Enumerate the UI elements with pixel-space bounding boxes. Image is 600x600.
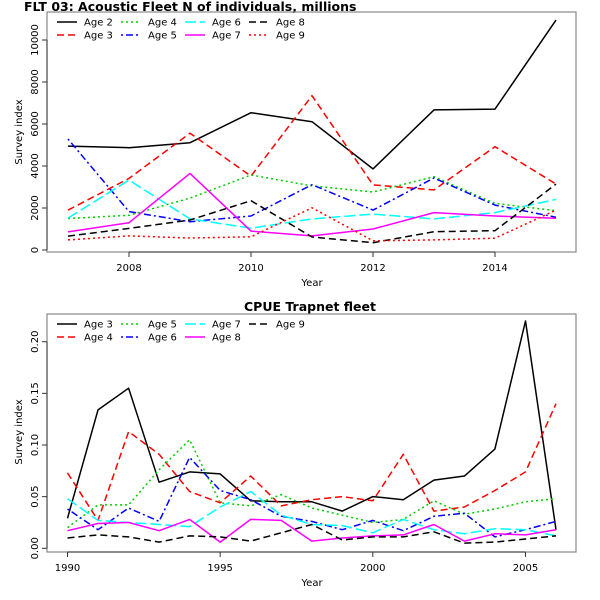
- legend-item: Age 5: [121, 31, 177, 42]
- legend-item: Age 4: [57, 333, 113, 344]
- acoustic-fleet-panel: FLT 03: Acoustic Fleet N of individuals,…: [14, 0, 577, 289]
- legend-item: Age 5: [121, 320, 177, 331]
- y-tick-label: 2000: [30, 195, 41, 220]
- y-axis: 0 2000 4000 6000 8000 10000: [30, 24, 48, 253]
- legend-item: Age 3: [57, 320, 113, 331]
- legend-label: Age 8: [276, 18, 305, 29]
- y-axis-label: Survey index: [14, 99, 25, 164]
- y-axis-label: Survey index: [14, 399, 25, 464]
- legend-item: Age 9: [249, 31, 305, 42]
- x-tick-label: 2000: [360, 563, 385, 574]
- legend-label: Age 7: [212, 31, 241, 42]
- y-tick-label: 0.20: [30, 331, 41, 353]
- legend-label: Age 9: [276, 320, 305, 331]
- legend-item: Age 8: [249, 18, 305, 29]
- y-axis: 0.00 0.05 0.10 0.15 0.20: [30, 331, 48, 559]
- legend: Age 3 Age 4 Age 5 Age 6 Age 7 Age 8 Age 9: [57, 320, 305, 344]
- series-group: [66, 320, 557, 544]
- series-line-age-4: [66, 403, 557, 522]
- legend-item: Age 7: [185, 31, 241, 42]
- y-tick-label: 0.00: [30, 537, 41, 559]
- x-axis-label: Year: [300, 278, 323, 289]
- legend-item: Age 3: [57, 31, 113, 42]
- x-axis: 2008 2010 2012 2014: [116, 251, 508, 274]
- chart-title: CPUE Trapnet fleet: [244, 299, 376, 314]
- legend-label: Age 5: [148, 320, 177, 331]
- y-tick-label: 8000: [30, 69, 41, 94]
- legend-label: Age 3: [84, 320, 113, 331]
- y-tick-label: 0.10: [30, 434, 41, 456]
- legend-label: Age 9: [276, 31, 305, 42]
- legend-item: Age 6: [185, 18, 241, 29]
- x-tick-label: 2010: [238, 263, 263, 274]
- x-tick-label: 2014: [482, 263, 507, 274]
- series-line-age-6: [67, 179, 557, 229]
- series-line-age-8: [67, 183, 557, 244]
- legend-label: Age 2: [84, 18, 113, 29]
- series-line-age-7: [67, 172, 557, 237]
- series-line-age-7: [67, 490, 557, 537]
- x-tick-label: 2012: [360, 263, 385, 274]
- legend-label: Age 8: [212, 333, 241, 344]
- y-tick-label: 0: [30, 247, 41, 253]
- series-line-age-9: [67, 207, 557, 242]
- legend-item: Age 6: [121, 333, 177, 344]
- series-line-age-3: [67, 94, 557, 211]
- legend: Age 2 Age 3 Age 4 Age 5 Age 6 Age 7 Age 8 Age 9: [57, 18, 305, 42]
- legend-item: Age 2: [57, 18, 113, 29]
- plot-frame: [46, 313, 577, 553]
- y-tick-label: 10000: [30, 24, 41, 56]
- y-tick-label: 6000: [30, 111, 41, 136]
- cpue-trapnet-panel: CPUE Trapnet fleet Year Survey index 199…: [14, 299, 577, 589]
- y-tick-label: 0.15: [30, 382, 41, 404]
- chart-title: FLT 03: Acoustic Fleet N of individuals,…: [24, 0, 356, 14]
- legend-label: Age 4: [148, 18, 177, 29]
- legend-label: Age 5: [148, 31, 177, 42]
- legend-label: Age 3: [84, 31, 113, 42]
- x-tick-label: 2005: [513, 563, 538, 574]
- legend-item: Age 7: [185, 320, 241, 331]
- series-line-age-4: [67, 174, 557, 220]
- legend-label: Age 7: [212, 320, 241, 331]
- series-line-age-6: [67, 456, 557, 538]
- legend-label: Age 6: [148, 333, 177, 344]
- x-tick-label: 1995: [207, 563, 232, 574]
- series-line-age-2: [67, 19, 557, 170]
- legend-label: Age 6: [212, 18, 241, 29]
- series-line-age-3: [66, 320, 557, 530]
- series-line-age-8: [67, 518, 557, 543]
- x-tick-label: 1990: [55, 563, 80, 574]
- legend-item: Age 4: [121, 18, 177, 29]
- series-line-age-5: [67, 138, 557, 223]
- legend-item: Age 8: [185, 333, 241, 344]
- x-axis-label: Year: [300, 578, 323, 589]
- series-group: [67, 19, 557, 244]
- legend-label: Age 4: [84, 333, 113, 344]
- y-tick-label: 0.05: [30, 486, 41, 508]
- series-line-age-9: [67, 523, 557, 544]
- y-tick-label: 4000: [30, 153, 41, 178]
- legend-item: Age 9: [249, 320, 305, 331]
- x-tick-label: 2008: [116, 263, 141, 274]
- series-line-age-5: [67, 439, 557, 529]
- x-axis: 1990 1995 2000 2005: [55, 551, 538, 574]
